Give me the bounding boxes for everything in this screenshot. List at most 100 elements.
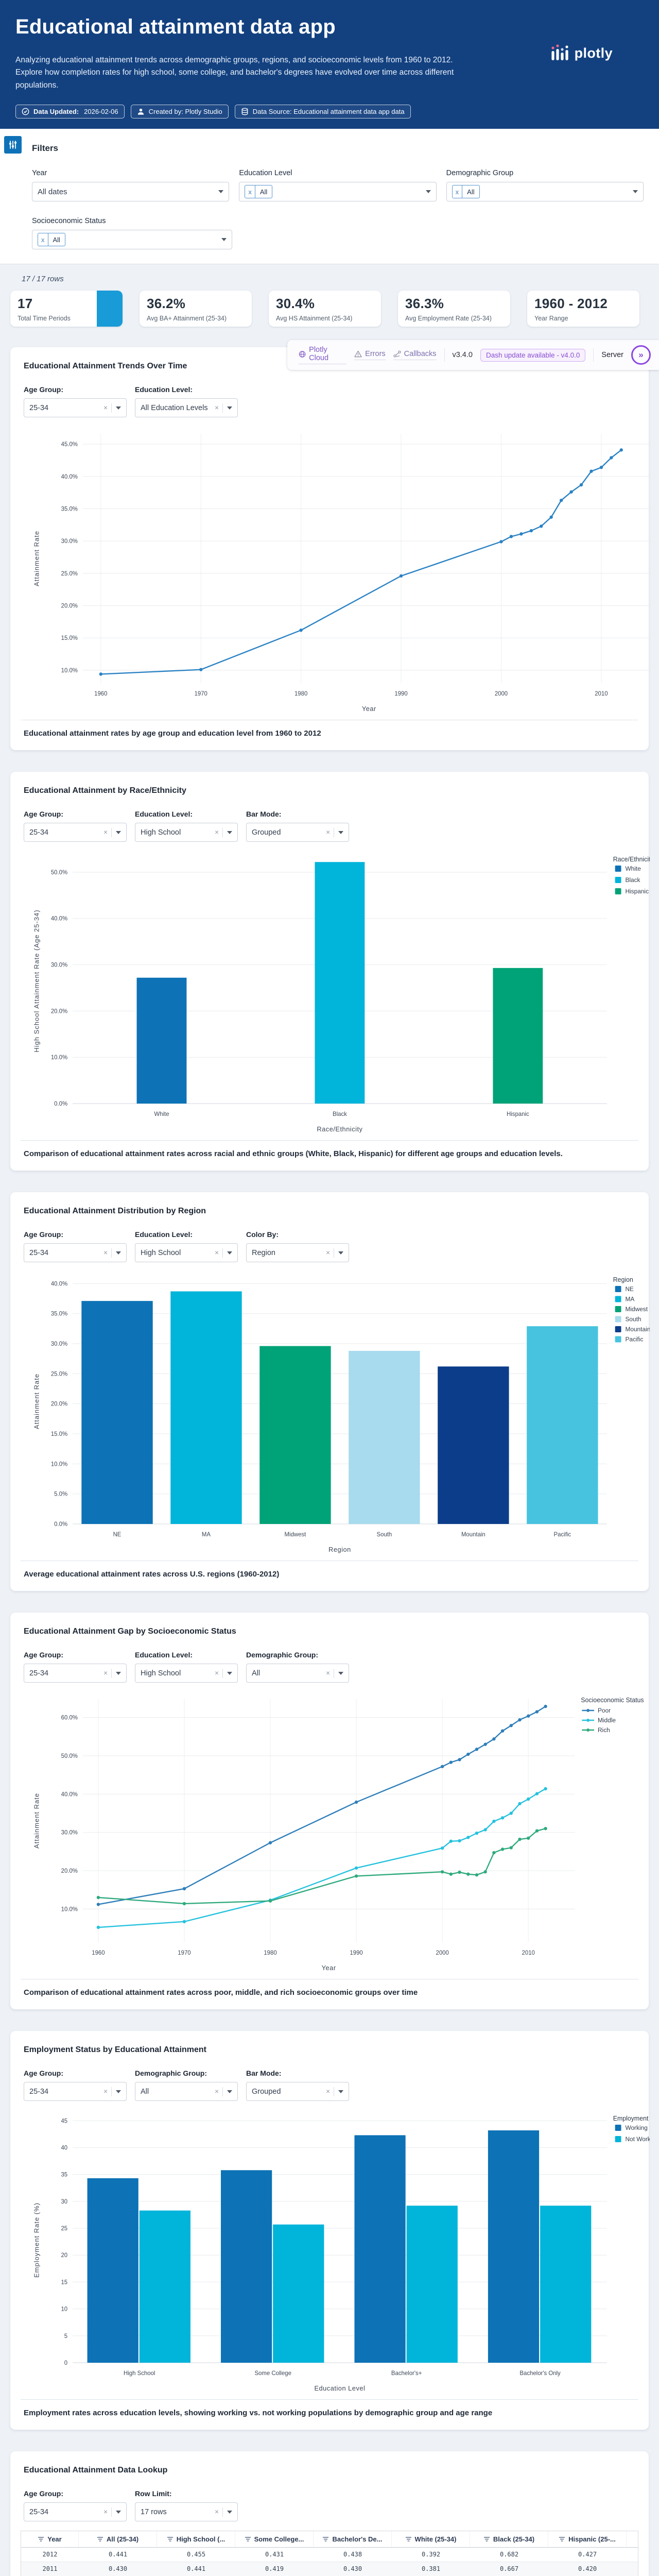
table-column-header[interactable]: Year: [21, 2531, 79, 2548]
control-dropdown[interactable]: Grouped ×: [246, 823, 349, 842]
card-title: Educational Attainment Trends Over Time: [24, 362, 187, 371]
plotly-cloud-label: Plotly Cloud: [309, 346, 329, 363]
socioeconomic-status-dropdown[interactable]: x All: [32, 230, 232, 250]
selected-chip[interactable]: x All: [38, 233, 65, 247]
svg-text:South: South: [377, 1532, 392, 1538]
chart-employment[interactable]: 0 5 10 15 20 25 30 35 40 45 Employment Rate (%) Edu…: [21, 2110, 659, 2397]
svg-text:Poor: Poor: [598, 1707, 611, 1714]
filter-icon: [38, 2537, 44, 2542]
rows-count-note: 17 / 17 rows: [22, 275, 64, 284]
chip-remove-icon[interactable]: x: [453, 185, 463, 198]
control-education-level-: Education Level: All Education Levels ×: [135, 385, 238, 418]
svg-text:10.0%: 10.0%: [61, 668, 78, 674]
stat-total-time-periods: 17 Total Time Periods: [10, 291, 123, 327]
chart-ses[interactable]: 10.0% 20.0% 30.0% 40.0% 50.0% 60.0% Attainment…: [21, 1692, 644, 1977]
control-dropdown[interactable]: All ×: [246, 1664, 349, 1683]
filter-row-1: Year All dates Education Level x All Demo…: [32, 169, 644, 202]
control-dropdown[interactable]: High School ×: [135, 823, 238, 842]
clear-icon[interactable]: ×: [326, 1249, 330, 1257]
clear-icon[interactable]: ×: [215, 2508, 219, 2516]
svg-text:MA: MA: [202, 1532, 211, 1538]
stat-avg-hs-attainment: 30.4% Avg HS Attainment (25-34): [269, 291, 381, 327]
table-cell: 0.441: [186, 2565, 206, 2573]
svg-text:1960: 1960: [94, 691, 107, 697]
card-title: Educational Attainment Gap by Socioecono…: [24, 1627, 236, 1636]
card-controls: Age Group: 25-34 × Education Level: High Sch…: [21, 1651, 638, 1683]
svg-text:10.0%: 10.0%: [51, 1462, 67, 1468]
control-dropdown[interactable]: All ×: [135, 2082, 238, 2102]
clear-icon[interactable]: ×: [103, 2088, 108, 2096]
table-column-header[interactable]: Some College...: [235, 2531, 314, 2548]
clear-icon[interactable]: ×: [326, 2088, 330, 2096]
table-column-header[interactable]: White (25-34): [392, 2531, 470, 2548]
table-column-header[interactable]: High School (...: [157, 2531, 235, 2548]
table-column-header[interactable]: Hispanic (25-...: [548, 2531, 627, 2548]
card-title: Educational Attainment Distribution by R…: [24, 1207, 206, 1216]
clear-icon[interactable]: ×: [215, 1249, 219, 1257]
table-column-header[interactable]: Po: [627, 2531, 638, 2547]
selected-chip[interactable]: x All: [452, 185, 480, 199]
control-dropdown[interactable]: 25-34 ×: [24, 823, 127, 842]
chip-remove-icon[interactable]: x: [38, 233, 48, 246]
table-cell: [627, 2548, 638, 2562]
svg-text:40.0%: 40.0%: [51, 916, 67, 922]
clear-icon[interactable]: ×: [215, 1669, 219, 1677]
clear-icon[interactable]: ×: [103, 2508, 108, 2516]
control-dropdown[interactable]: 17 rows ×: [135, 2502, 238, 2522]
clear-icon[interactable]: ×: [215, 2088, 219, 2096]
table-cell: 0.420: [578, 2565, 597, 2573]
control-bar-mode-: Bar Mode: Grouped ×: [246, 2069, 349, 2102]
chart-trends[interactable]: 10.0% 15.0% 20.0% 25.0% 30.0% 35.0% 40.0% 45.0%…: [21, 427, 655, 718]
chart-race[interactable]: 0.0% 10.0% 20.0% 30.0% 40.0% 50.0% High School…: [21, 851, 654, 1138]
table-cell: 0.682: [499, 2551, 519, 2558]
year-dropdown[interactable]: All dates: [32, 182, 230, 202]
chevron-down-icon: [338, 1251, 343, 1255]
svg-text:Socioeconomic Status: Socioeconomic Status: [581, 1697, 644, 1704]
table-cell: 0.455: [186, 2551, 206, 2558]
clear-icon[interactable]: ×: [326, 1669, 330, 1677]
chip-remove-icon[interactable]: x: [245, 185, 255, 198]
svg-text:Midwest: Midwest: [285, 1532, 307, 1538]
control-dropdown[interactable]: Grouped ×: [246, 2082, 349, 2102]
collapse-toolbar-button[interactable]: »: [631, 345, 651, 365]
selected-chip[interactable]: x All: [245, 185, 273, 199]
stat-avg-ba-attainment: 36.2% Avg BA+ Attainment (25-34): [140, 291, 252, 327]
demographic-group-dropdown[interactable]: x All: [446, 182, 644, 202]
card-controls: Age Group: 25-34 × Education Level: High Sch…: [21, 1230, 638, 1263]
clear-icon[interactable]: ×: [215, 828, 219, 837]
chart-region[interactable]: 0.0% 5.0% 10.0% 15.0% 20.0% 25.0% 30.0% 35.0% 40…: [21, 1272, 651, 1558]
education-level-dropdown[interactable]: x All: [239, 182, 437, 202]
svg-text:40.0%: 40.0%: [61, 474, 78, 480]
errors-link[interactable]: Errors: [354, 350, 386, 361]
control-dropdown[interactable]: Region ×: [246, 1243, 349, 1263]
clear-icon[interactable]: ×: [103, 828, 108, 837]
app-header: Educational attainment data app plotly A…: [0, 0, 659, 129]
control-dropdown[interactable]: 25-34 ×: [24, 1664, 127, 1683]
svg-text:Pacific: Pacific: [625, 1336, 643, 1343]
table-column-header[interactable]: Black (25-34): [470, 2531, 548, 2548]
clear-icon[interactable]: ×: [215, 404, 219, 412]
plotly-cloud-link[interactable]: Plotly Cloud: [299, 346, 347, 365]
table-cell: 0.667: [499, 2565, 519, 2573]
control-dropdown[interactable]: 25-34 ×: [24, 2082, 127, 2102]
control-dropdown[interactable]: High School ×: [135, 1243, 238, 1263]
table-column-header[interactable]: All (25-34): [79, 2531, 157, 2548]
clear-icon[interactable]: ×: [103, 404, 108, 412]
control-dropdown[interactable]: All Education Levels ×: [135, 398, 238, 418]
chevron-down-icon: [116, 406, 121, 410]
clear-icon[interactable]: ×: [326, 828, 330, 837]
card-title: Educational Attainment by Race/Ethnicity: [24, 786, 186, 795]
callbacks-link[interactable]: Callbacks: [393, 350, 437, 361]
clear-icon[interactable]: ×: [103, 1249, 108, 1257]
table-column-header[interactable]: Bachelor's De...: [314, 2531, 392, 2548]
control-label: Demographic Group:: [135, 2069, 207, 2078]
control-dropdown[interactable]: High School ×: [135, 1664, 238, 1683]
svg-text:1970: 1970: [195, 691, 207, 697]
control-dropdown[interactable]: 25-34 ×: [24, 398, 127, 418]
control-dropdown[interactable]: 25-34 ×: [24, 1243, 127, 1263]
dash-update-pill[interactable]: Dash update available - v4.0.0: [480, 348, 586, 362]
control-dropdown[interactable]: 25-34 ×: [24, 2502, 127, 2522]
card-region: Educational Attainment Distribution by R…: [10, 1192, 651, 1591]
clear-icon[interactable]: ×: [103, 1669, 108, 1677]
control-label: Age Group:: [24, 385, 63, 394]
